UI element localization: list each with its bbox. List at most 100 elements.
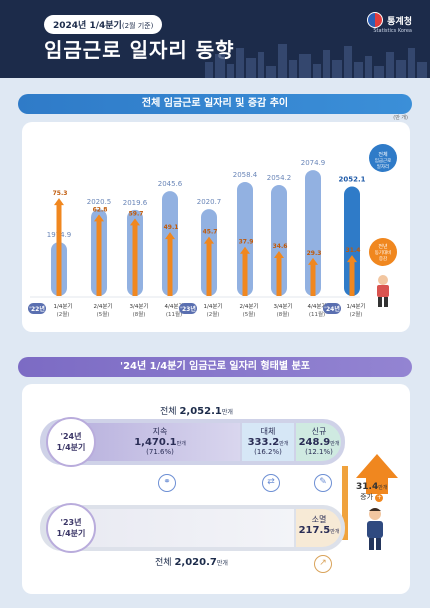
label-total-4: 2020.7	[197, 198, 222, 206]
row-label-2023: '23년 1/4분기	[46, 503, 96, 553]
person-body-icon	[377, 285, 389, 297]
tick-month-2: (8월)	[133, 310, 146, 318]
tick-month-0: (2월)	[57, 310, 70, 318]
bar-total-8	[344, 186, 360, 296]
legend-inc-line1: 전년	[378, 243, 388, 250]
arrow-inc-3	[165, 232, 175, 240]
replaced-pct: (16.2%)	[254, 448, 282, 456]
total-2023-unit: 만개	[216, 560, 228, 567]
segment-extinct	[296, 509, 341, 547]
person-icon	[367, 508, 383, 550]
arrow-inc-2	[130, 218, 140, 226]
total-2023-label: 전체	[155, 558, 172, 568]
total-2024-unit: 만개	[221, 409, 233, 416]
continued-pct: (71.6%)	[146, 448, 174, 456]
label-total-2: 2019.6	[123, 199, 148, 207]
segment-2023-continued	[75, 509, 294, 547]
segment-new-label: 신규 248.9만개 (12.1%)	[294, 426, 344, 456]
year-badge-1: '23년	[180, 305, 196, 313]
bar-inc-5	[242, 252, 248, 296]
tick-quarter-3: 4/4분기	[165, 302, 184, 310]
label-inc-0: 75.3	[53, 190, 68, 197]
label-total-8: 2052.1	[338, 175, 365, 183]
bar-total-6	[271, 184, 287, 296]
header-banner: 2024년 1/4분기(2월 기준) 임금근로 일자리 동향 통계청 Stati…	[0, 0, 430, 78]
tick-month-8: (2월)	[350, 310, 363, 318]
tick-quarter-5: 2/4분기	[240, 302, 259, 310]
legend-total-line3: 일자리	[377, 163, 389, 170]
bar-inc-6	[276, 257, 282, 296]
year-badge-bg-1	[179, 303, 197, 314]
taegeuk-logo-icon	[367, 12, 384, 28]
increase-label: 증가	[360, 493, 374, 501]
tick-quarter-2: 3/4분기	[130, 302, 149, 310]
bar-inc-2	[132, 224, 138, 296]
chart-unit: (만 개)	[393, 115, 408, 121]
continued-unit: 만개	[176, 441, 186, 447]
person-head-icon	[378, 275, 388, 285]
bar-total-5	[237, 181, 253, 296]
total-2023-value: 2,020.7	[174, 557, 217, 568]
increase-badge: 31.4만개 증가 +	[356, 482, 387, 502]
tick-month-5: (5월)	[243, 310, 256, 318]
tick-quarter-1: 2/4분기	[94, 302, 113, 310]
page-title: 임금근로 일자리 동향	[44, 38, 235, 62]
new-pct: (12.1%)	[305, 448, 333, 456]
row-label-2023-text: '23년 1/4분기	[56, 518, 86, 538]
arrow-inc-0	[54, 198, 64, 206]
logo-subtext: Statistics Korea	[373, 28, 412, 34]
total-2023: 전체 2,020.7만개	[155, 555, 228, 568]
year-badge-bg-2	[323, 303, 341, 314]
bar-inc-7	[310, 263, 316, 296]
legend-total-line2: 임금근로	[375, 157, 392, 164]
year-badge-2: '24년	[324, 305, 340, 313]
increase-value: 31.4	[356, 482, 379, 492]
exit-person-icon: ↗	[314, 555, 332, 573]
new-document-icon: ✎	[314, 474, 332, 492]
city-skyline-icon	[205, 44, 427, 78]
plus-icon: +	[375, 494, 384, 502]
extinct-value: 217.5	[298, 525, 331, 536]
people-exchange-icon: ⇄	[262, 474, 280, 492]
extinct-unit: 만개	[330, 529, 340, 535]
legend-total-bubble	[369, 144, 397, 172]
row-label-2024-text: '24년 1/4분기	[56, 432, 86, 452]
arrow-inc-5	[240, 246, 250, 254]
year-badge-bg-0	[28, 303, 46, 314]
label-total-5: 2058.4	[233, 171, 258, 179]
arrow-inc-8	[347, 255, 357, 263]
logo-text: 통계청	[387, 16, 412, 27]
arrow-inc-1	[94, 214, 104, 222]
arrow-inc-6	[274, 251, 284, 259]
segment-replaced	[242, 423, 294, 461]
segment-continued-label: 지속 1,470.1만개 (71.6%)	[100, 426, 220, 456]
period-sub: (2월 기준)	[121, 22, 154, 30]
handshake-icon: ⚭	[158, 474, 176, 492]
legend-total-line1: 전체	[378, 151, 388, 158]
label-inc-7: 29.3	[307, 250, 322, 257]
person-leg-l-icon	[378, 297, 382, 307]
label-inc-6: 34.6	[273, 243, 288, 250]
replaced-unit: 만개	[279, 441, 289, 447]
label-inc-8: 31.4	[346, 247, 361, 254]
label-total-6: 2054.2	[267, 174, 292, 182]
new-unit: 만개	[330, 441, 340, 447]
bar-inc-3	[167, 238, 173, 296]
legend-inc-bubble	[369, 238, 397, 266]
tick-month-3: (11월)	[166, 310, 182, 318]
tick-quarter-6: 3/4분기	[274, 302, 293, 310]
row-label-2024: '24년 1/4분기	[46, 417, 96, 467]
tick-month-4: (2월)	[207, 310, 220, 318]
extinct-name: 소멸	[311, 515, 327, 524]
segment-extinct-label: 소멸 217.5만개	[294, 514, 344, 536]
total-2024-value: 2,052.1	[179, 406, 222, 417]
label-inc-2: 59.7	[129, 210, 144, 217]
segment-replaced-label: 대체 333.2만개 (16.2%)	[242, 426, 294, 456]
replaced-value: 333.2	[247, 437, 280, 448]
new-name: 신규	[311, 427, 327, 436]
tick-month-6: (8월)	[277, 310, 290, 318]
tick-month-7: (11월)	[309, 310, 325, 318]
continued-name: 지속	[152, 427, 168, 436]
label-total-1: 2020.5	[87, 198, 112, 206]
